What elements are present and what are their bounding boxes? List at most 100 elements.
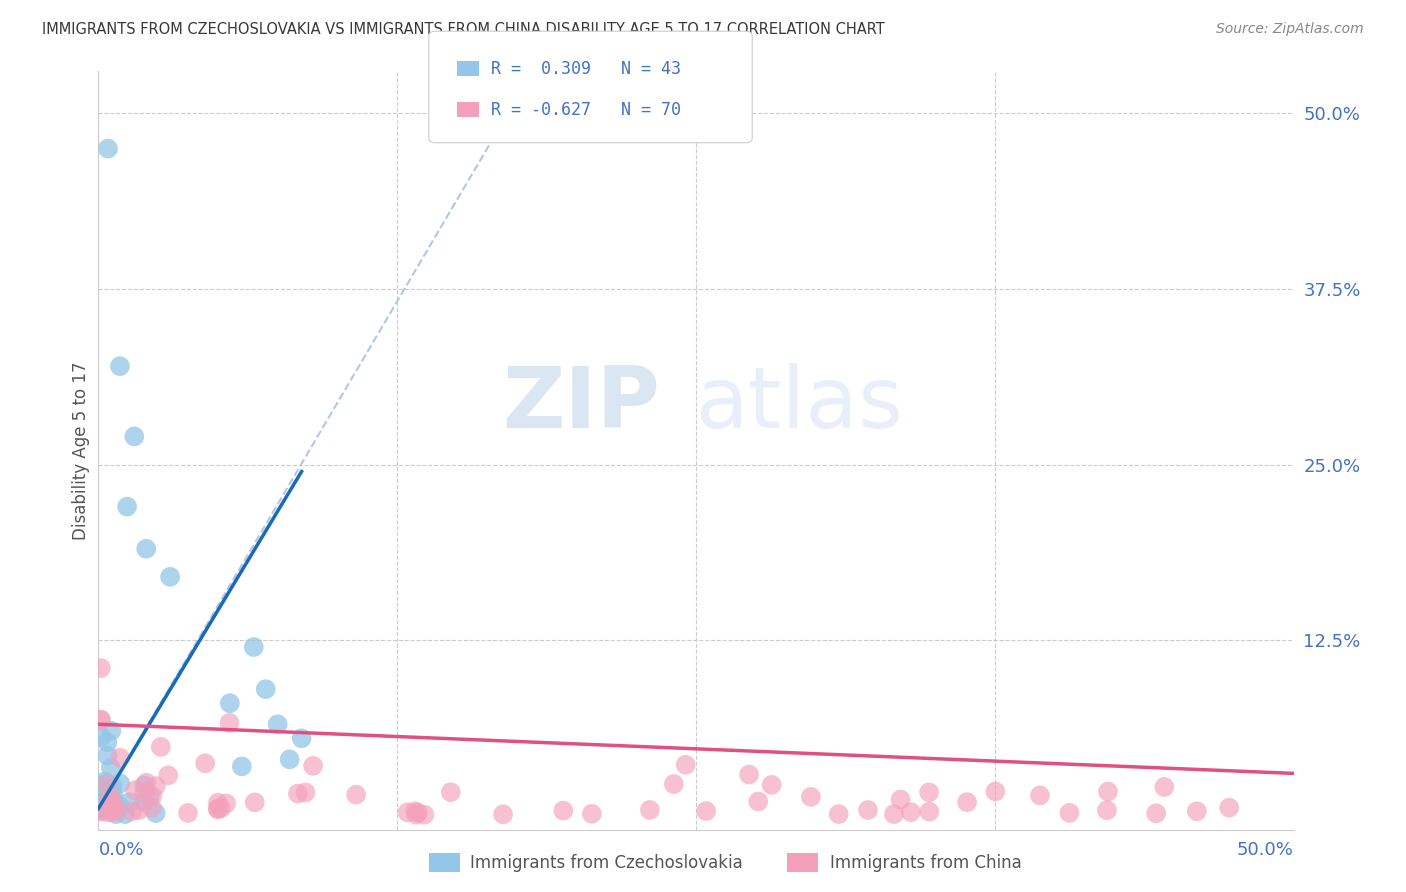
Point [90,713,112,727]
Point [115,500,138,514]
Point [695,804,717,818]
Point [94,774,117,789]
Point [406,805,429,820]
Point [287,787,309,801]
Point [344,788,367,802]
Point [103,789,125,804]
Point [1185,804,1208,818]
Point [492,807,515,822]
Point [294,785,316,799]
Point [890,792,912,806]
Point [97,748,120,763]
Point [108,799,131,814]
Point [97,805,120,820]
Point [747,795,769,809]
Point [662,777,685,791]
Text: Immigrants from China: Immigrants from China [830,854,1021,871]
Point [141,789,163,803]
Point [90,781,112,796]
Point [209,801,232,815]
Point [101,780,124,794]
Point [108,776,131,790]
Point [761,778,783,792]
Point [194,756,217,771]
Text: atlas: atlas [696,363,904,447]
Point [141,801,163,815]
Point [219,696,242,710]
Point [738,767,761,781]
Point [828,807,851,822]
Point [101,805,124,820]
Point [90,730,112,744]
Point [1095,803,1118,817]
Point [98,783,121,797]
Point [405,807,427,822]
Point [918,805,941,819]
Point [553,804,575,818]
Point [97,142,120,156]
Point [91,795,114,809]
Point [675,757,697,772]
Point [98,792,121,806]
Point [302,759,325,773]
Point [291,731,314,746]
Point [100,786,122,800]
Point [1029,789,1052,803]
Point [984,784,1007,798]
Point [956,795,979,809]
Point [1097,784,1119,798]
Point [96,777,118,791]
Point [207,796,229,810]
Text: ZIP: ZIP [502,363,661,447]
Point [278,752,301,766]
Point [104,807,127,822]
Point [1059,805,1081,820]
Text: Immigrants from Czechoslovakia: Immigrants from Czechoslovakia [470,854,742,871]
Point [157,768,180,782]
Point [108,359,131,374]
Point [159,570,181,584]
Point [135,775,157,789]
Point [207,801,229,815]
Point [145,779,167,793]
Point [100,791,122,805]
Point [90,804,112,818]
Point [100,797,122,812]
Point [138,789,160,804]
Point [215,797,238,811]
Point [128,803,150,817]
Point [90,805,112,819]
Text: IMMIGRANTS FROM CZECHOSLOVAKIA VS IMMIGRANTS FROM CHINA DISABILITY AGE 5 TO 17 C: IMMIGRANTS FROM CZECHOSLOVAKIA VS IMMIGR… [42,22,884,37]
Point [145,806,167,821]
Point [96,735,118,749]
Point [134,795,156,809]
Text: R =  0.309   N = 43: R = 0.309 N = 43 [491,60,681,78]
Text: Source: ZipAtlas.com: Source: ZipAtlas.com [1216,22,1364,37]
Point [90,713,112,727]
Text: R = -0.627   N = 70: R = -0.627 N = 70 [491,101,681,119]
Point [90,661,112,675]
Y-axis label: Disability Age 5 to 17: Disability Age 5 to 17 [72,361,90,540]
Point [103,797,125,811]
Point [124,783,146,797]
Point [440,785,463,799]
Point [267,717,290,731]
Point [149,739,172,754]
Text: 0.0%: 0.0% [98,841,143,859]
Point [91,802,114,816]
Point [100,761,122,775]
Point [100,793,122,807]
Text: 50.0%: 50.0% [1237,841,1294,859]
Point [108,750,131,764]
Point [883,807,905,822]
Point [177,805,200,820]
Point [96,792,118,806]
Point [918,785,941,799]
Point [218,715,240,730]
Point [243,796,266,810]
Point [118,795,141,809]
Point [103,804,125,818]
Point [104,802,127,816]
Point [404,804,426,818]
Point [1144,806,1167,821]
